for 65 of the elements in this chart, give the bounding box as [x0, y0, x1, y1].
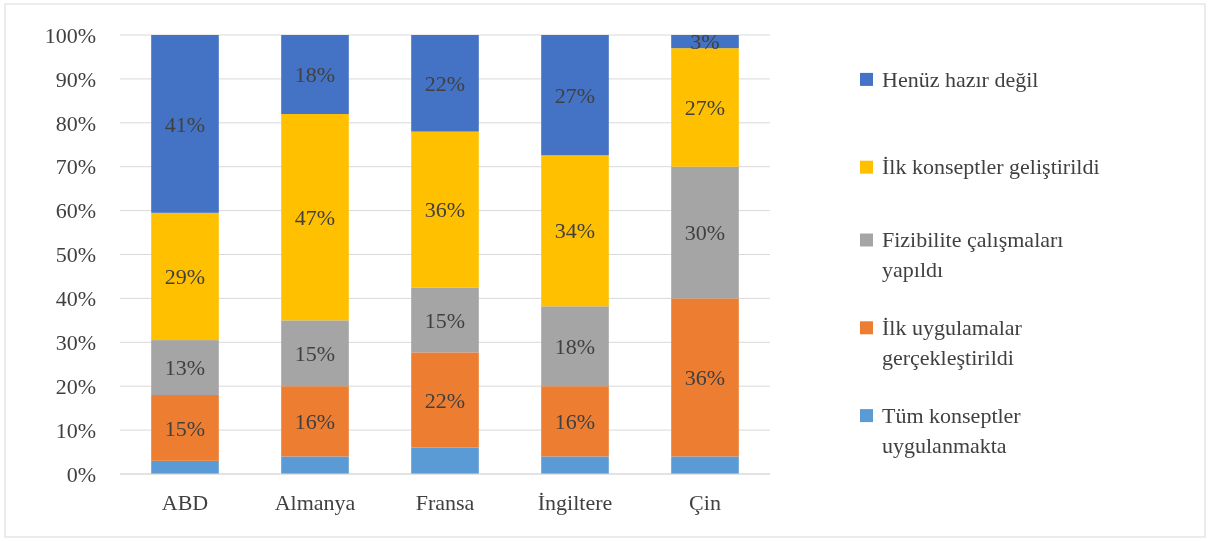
legend-label: Fizibilite çalışmaları yapıldı [882, 227, 1064, 283]
bar [411, 447, 479, 474]
y-tick-label: 0% [66, 461, 96, 487]
bar [281, 456, 349, 474]
data-label: 36% [684, 365, 726, 391]
data-label: 18% [554, 333, 596, 359]
data-label: 18% [294, 62, 336, 88]
bar [151, 394, 219, 461]
bar [411, 35, 479, 132]
y-tick-label: 70% [55, 154, 96, 180]
y-tick-label: 80% [55, 110, 96, 136]
bar [281, 320, 349, 387]
data-label: 3% [690, 29, 720, 55]
data-label: 13% [164, 355, 206, 381]
bar [541, 155, 609, 307]
bar [541, 306, 609, 387]
data-label: 47% [294, 204, 336, 230]
bar [151, 212, 219, 341]
data-label: 16% [554, 409, 596, 435]
y-tick-label: 20% [55, 373, 96, 399]
bar [671, 456, 739, 474]
bar [541, 386, 609, 457]
data-label: 22% [424, 387, 466, 413]
data-label: 22% [424, 70, 466, 96]
data-label: 15% [164, 415, 206, 441]
y-tick-label: 50% [55, 242, 96, 268]
data-label: 27% [684, 95, 726, 121]
y-tick-label: 100% [44, 22, 96, 48]
bar [281, 386, 349, 457]
data-label: 36% [424, 197, 466, 223]
bar [671, 166, 739, 299]
bar [541, 35, 609, 156]
data-label: 41% [164, 111, 206, 137]
data-label: 15% [424, 307, 466, 333]
data-label: 15% [294, 340, 336, 366]
bar [671, 298, 739, 457]
bar [411, 287, 479, 353]
bar [541, 456, 609, 474]
legend-label: Tüm konseptler uygulanmakta [882, 402, 1022, 458]
bar [151, 460, 219, 474]
data-label: 16% [294, 409, 336, 435]
bar [151, 35, 219, 213]
y-tick-label: 40% [55, 286, 96, 312]
data-label: 34% [554, 218, 596, 244]
x-tick-label: Almanya [274, 490, 356, 515]
bar [411, 352, 479, 448]
data-label: 29% [164, 264, 206, 290]
data-label: 30% [684, 220, 726, 246]
x-tick-label: Fransa [415, 490, 475, 515]
legend-label: İlk konseptler geliştirildi [882, 154, 1100, 180]
x-tick-label: ABD [161, 490, 209, 515]
y-tick-label: 90% [55, 66, 96, 92]
bar [281, 35, 349, 115]
x-tick-label: Çin [689, 490, 721, 515]
legend-label: Henüz hazır değil [882, 66, 1039, 92]
bar [671, 48, 739, 167]
bar [281, 114, 349, 321]
y-tick-label: 30% [55, 330, 96, 355]
bar [151, 340, 219, 395]
x-tick-label: İngiltere [537, 490, 613, 515]
legend-label: İlk uygulamalar gerçekleştirildi [882, 315, 1023, 370]
data-label: 27% [554, 82, 596, 108]
bar [411, 131, 479, 288]
y-tick-label: 10% [55, 417, 96, 443]
y-tick-label: 60% [55, 198, 96, 224]
